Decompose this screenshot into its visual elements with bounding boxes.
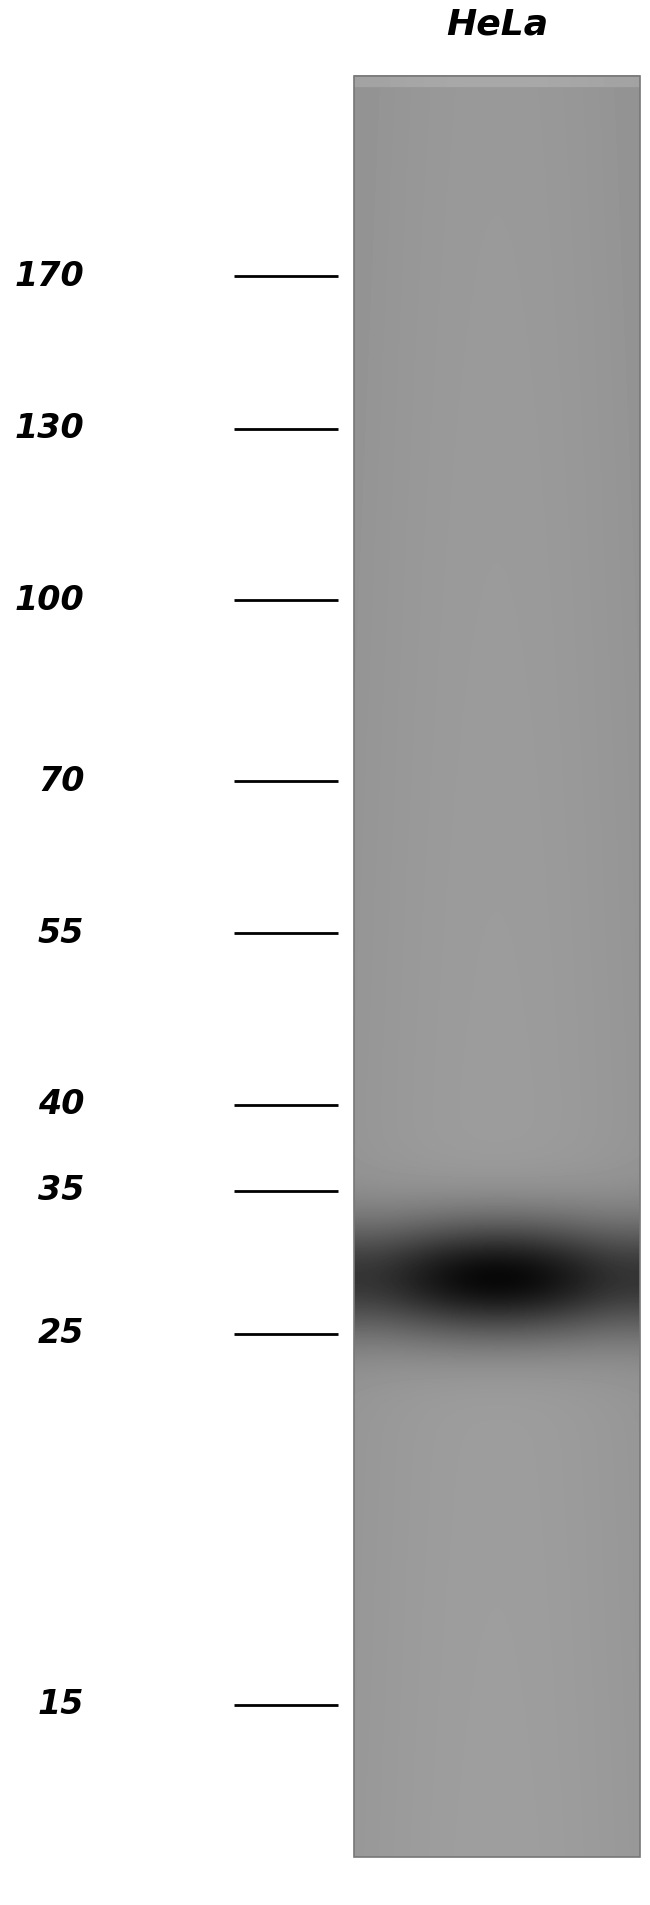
Text: 70: 70: [38, 764, 84, 798]
Text: 100: 100: [15, 583, 85, 617]
Text: 40: 40: [38, 1088, 84, 1122]
Text: 35: 35: [38, 1173, 84, 1208]
Text: 130: 130: [15, 411, 85, 446]
Text: 15: 15: [38, 1688, 84, 1722]
Text: HeLa: HeLa: [446, 8, 549, 42]
Text: 55: 55: [38, 916, 84, 951]
Text: 25: 25: [38, 1316, 84, 1351]
Bar: [354, 76, 640, 1857]
Text: 170: 170: [15, 259, 85, 293]
